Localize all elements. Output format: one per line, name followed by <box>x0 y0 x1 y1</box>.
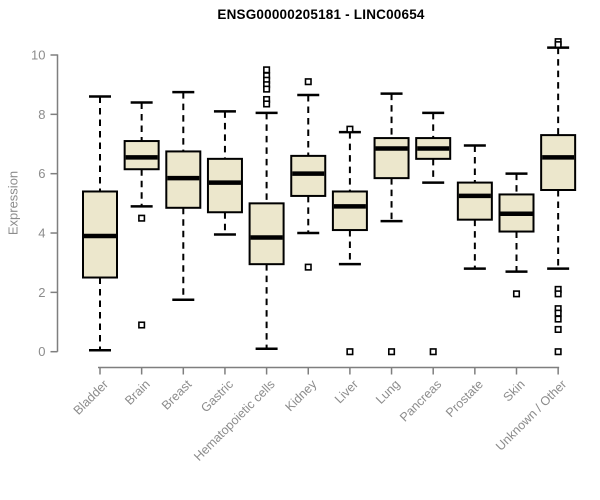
y-tick-label: 10 <box>31 48 45 63</box>
outlier-point <box>554 309 562 317</box>
outlier-point <box>429 348 437 356</box>
boxplot-breast <box>165 90 202 302</box>
outlier-point <box>554 348 562 356</box>
x-tick-label: Skin <box>501 377 528 404</box>
y-axis: 0 2 4 6 8 10 <box>31 48 59 359</box>
y-tick-label: 2 <box>38 285 45 300</box>
box-gastric <box>206 157 243 214</box>
outlier-point <box>346 125 354 133</box>
outlier-point <box>554 315 562 323</box>
outlier-point <box>263 100 271 108</box>
boxplot-unknown-other <box>540 38 577 356</box>
x-tick-label: Gastric <box>198 377 236 415</box>
outlier-point <box>304 263 312 271</box>
x-tick-label: Brain <box>122 377 153 408</box>
x-tick-label: Prostate <box>443 377 486 420</box>
outlier-point <box>554 41 562 49</box>
x-tick-label: Lung <box>373 377 403 407</box>
x-tick-label: Pancreas <box>397 377 444 424</box>
outlier-point <box>387 348 396 356</box>
outlier-point <box>554 325 562 333</box>
outlier-point <box>263 66 271 74</box>
outlier-point <box>138 321 146 329</box>
boxplot-pancreas <box>415 111 452 356</box>
outlier-point <box>263 85 271 93</box>
boxplot-lung <box>373 92 410 356</box>
outlier-point <box>512 290 521 298</box>
x-tick-label: Liver <box>332 377 361 406</box>
boxplot-liver <box>331 125 368 356</box>
boxplot-bladder <box>82 95 118 352</box>
x-tick-label: Unknown / Other <box>493 377 569 453</box>
outlier-point <box>346 348 354 356</box>
outlier-point <box>304 78 312 86</box>
x-tick-label: Bladder <box>71 377 111 417</box>
outlier-point <box>554 290 562 298</box>
boxplot-brain <box>123 101 160 329</box>
boxplot-gastric <box>206 110 243 236</box>
box-liver <box>331 190 368 232</box>
y-tick-label: 0 <box>38 344 45 359</box>
boxplot-prostate <box>456 144 493 270</box>
x-tick-label: Breast <box>159 377 195 413</box>
box-lung <box>373 137 410 180</box>
boxplot-kidney <box>290 78 327 271</box>
box-hematopoietic-cells <box>248 202 285 266</box>
outlier-point <box>138 214 146 222</box>
x-tick-label: Hematopoietic cells <box>191 377 278 464</box>
y-tick-label: 4 <box>38 226 45 241</box>
chart-title: ENSG00000205181 - LINC00654 <box>217 7 425 22</box>
y-tick-label: 8 <box>38 107 45 122</box>
box-prostate <box>456 181 493 221</box>
boxplot-skin <box>498 172 535 298</box>
boxplot-hematopoietic-cells <box>248 66 285 350</box>
box-unknown-other <box>540 134 577 191</box>
y-tick-label: 6 <box>38 166 45 181</box>
x-tick-label: Kidney <box>282 377 319 414</box>
